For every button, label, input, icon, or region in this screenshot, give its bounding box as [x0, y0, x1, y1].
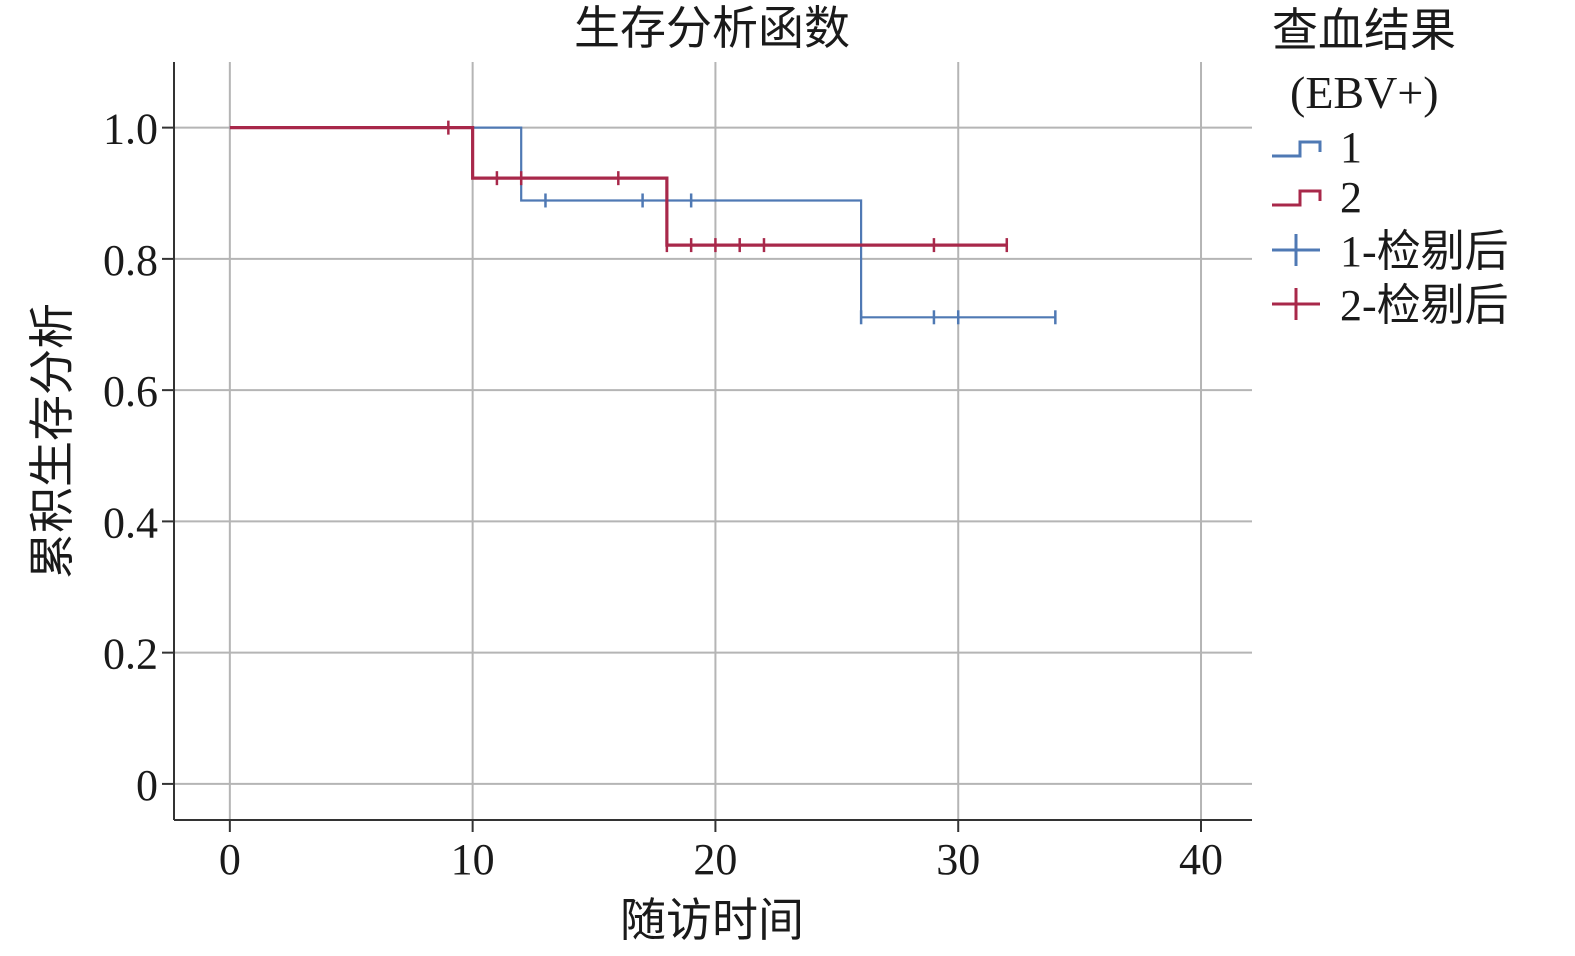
x-axis-label: 随访时间	[620, 895, 804, 946]
legend-step-symbol-1	[1272, 140, 1322, 158]
tick-marks	[162, 126, 1203, 832]
x-tick-label-2: 20	[693, 835, 737, 884]
series-line-2	[229, 126, 1007, 247]
y-tick-label-3: 0.6	[103, 367, 158, 416]
legend: 查血结果 (EBV+) 1 2 1-检剔后 2-检剔后	[1272, 5, 1509, 330]
legend-censor-symbol-2	[1272, 288, 1320, 320]
grid-lines	[174, 62, 1252, 820]
legend-entry-3: 1-检剔后	[1340, 227, 1509, 276]
x-tick-label-3: 30	[936, 835, 980, 884]
x-tick-label-4: 40	[1179, 835, 1223, 884]
series-line-1	[229, 126, 1056, 319]
x-tick-label-1: 10	[451, 835, 495, 884]
legend-entry-4: 2-检剔后	[1340, 281, 1509, 330]
x-tick-label-0: 0	[219, 835, 241, 884]
y-tick-label-5: 1.0	[103, 105, 158, 154]
legend-title-line1: 查血结果	[1272, 5, 1456, 56]
y-axis-label: 累积生存分析	[27, 303, 78, 579]
chart-title: 生存分析函数	[574, 3, 850, 54]
axes	[173, 62, 1252, 821]
legend-censor-symbol-1	[1272, 234, 1320, 266]
legend-entry-2: 2	[1340, 173, 1362, 222]
censor-layer	[447, 120, 1057, 325]
y-tick-label-0: 0	[136, 761, 158, 810]
y-tick-label-2: 0.4	[103, 498, 158, 547]
legend-title-line2: (EBV+)	[1290, 67, 1439, 118]
legend-step-symbol-2	[1272, 189, 1322, 207]
y-tick-label-4: 0.8	[103, 236, 158, 285]
y-tick-label-1: 0.2	[103, 630, 158, 679]
legend-entry-1: 1	[1340, 123, 1362, 172]
series-layer	[229, 126, 1056, 319]
